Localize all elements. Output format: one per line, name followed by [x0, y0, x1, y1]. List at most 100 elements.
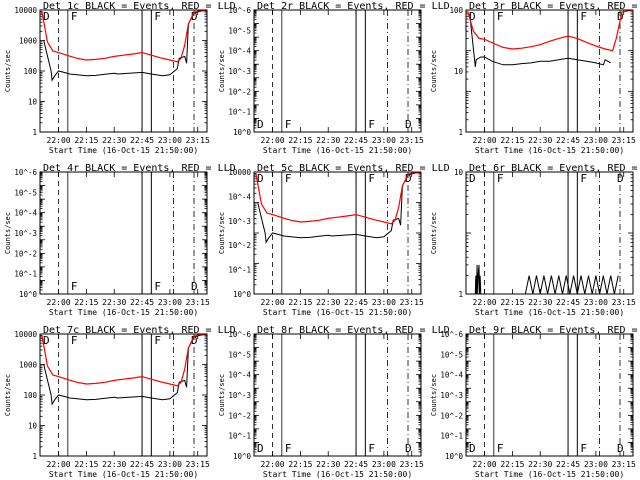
y-tick-label: 1000 — [19, 37, 38, 46]
y-tick-label: 10^0 — [233, 452, 252, 461]
y-tick-label: 10^-1 — [14, 270, 37, 279]
plot-frame — [39, 333, 208, 457]
marker-label-d: D — [257, 442, 264, 455]
panel-title: Det 6r BLACK = Events, RED = LLD — [469, 163, 640, 174]
marker-label-f: F — [285, 172, 292, 185]
marker-label-d: D — [405, 118, 412, 131]
y-tick-label: 1 — [32, 452, 37, 461]
marker-label-f: F — [580, 172, 587, 185]
events-series-line — [43, 10, 207, 82]
lld-series-line — [467, 10, 633, 52]
y-tick-label: 10^-3 — [228, 217, 251, 226]
x-tick-label: 23:00 — [584, 460, 608, 469]
marker-label-d: D — [191, 280, 198, 293]
x-tick-label: 22:45 — [344, 136, 368, 145]
y-axis-label: Counts/sec — [4, 374, 12, 416]
y-tick-label: 10^0 — [233, 128, 252, 137]
marker-label-f: F — [154, 10, 161, 23]
plot-frame — [39, 9, 208, 133]
x-tick-label: 22:45 — [130, 460, 154, 469]
panel-title: Det 1c BLACK = Events, RED = LLD — [43, 1, 236, 12]
x-tick-label: 22:30 — [528, 460, 552, 469]
x-tick-label: 23:00 — [584, 136, 608, 145]
x-tick-label: 23:00 — [372, 460, 396, 469]
x-tick-label: 22:30 — [528, 136, 552, 145]
y-tick-label: 10^-4 — [228, 47, 251, 56]
lld-series-line — [255, 172, 421, 225]
panel-title: Det 2r BLACK = Events, RED = LLD — [257, 1, 450, 12]
x-tick-label: 22:45 — [556, 298, 580, 307]
plot-frame — [465, 333, 634, 457]
plot-frame — [465, 9, 634, 133]
x-tick-label: 23:15 — [186, 460, 210, 469]
y-tick-label: 10 — [454, 168, 464, 177]
y-tick-label: 10^-6 — [228, 6, 251, 15]
marker-label-f: F — [285, 118, 292, 131]
x-tick-label: 22:45 — [344, 298, 368, 307]
lld-series-line — [41, 10, 207, 63]
x-tick-label: 23:15 — [400, 460, 424, 469]
marker-label-d: D — [257, 172, 264, 185]
x-tick-label: 22:30 — [102, 298, 126, 307]
y-tick-label: 10^-5 — [14, 188, 37, 197]
panel-title: Det 5c BLACK = Events, RED = LLD — [257, 163, 450, 174]
x-tick-label: 23:15 — [186, 136, 210, 145]
y-tick-label: 10 — [454, 67, 464, 76]
y-axis-label: Counts/sec — [430, 374, 438, 416]
y-tick-label: 10 — [28, 98, 38, 107]
events-series-line — [469, 13, 611, 67]
x-tick-label: 22:45 — [130, 136, 154, 145]
y-tick-label: 1 — [32, 128, 37, 137]
y-tick-label: 10^-5 — [228, 26, 251, 35]
marker-label-d: D — [257, 118, 264, 131]
events-series-line — [474, 264, 619, 294]
x-tick-label: 22:30 — [102, 460, 126, 469]
x-tick-label: 22:15 — [74, 298, 98, 307]
panel-title: Det 9r BLACK = Events, RED = LLD — [469, 325, 640, 336]
x-tick-label: 22:00 — [47, 460, 71, 469]
x-axis-label: Start Time (16-Oct-15 21:50:00) — [475, 146, 624, 155]
marker-label-f: F — [71, 10, 78, 23]
plot-frame — [465, 171, 634, 295]
y-tick-label: 10^-5 — [228, 350, 251, 359]
events-series-line — [257, 172, 421, 244]
x-tick-label: 22:00 — [47, 298, 71, 307]
marker-label-f: F — [497, 10, 504, 23]
marker-label-d: D — [469, 172, 476, 185]
x-tick-label: 22:15 — [500, 460, 524, 469]
marker-label-f: F — [580, 442, 587, 455]
y-tick-label: 10^0 — [445, 452, 464, 461]
panel-det-2: Det 2r BLACK = Events, RED = LLD Counts/s… — [218, 1, 450, 155]
panel-det-5: Det 5c BLACK = Events, RED = LLD Counts/s… — [218, 163, 450, 317]
x-axis-label: Start Time (16-Oct-15 21:50:00) — [49, 470, 198, 479]
marker-label-f: F — [368, 118, 375, 131]
x-tick-label: 22:30 — [316, 136, 340, 145]
marker-label-d: D — [405, 442, 412, 455]
y-axis-label: Counts/sec — [218, 374, 226, 416]
x-axis-label: Start Time (16-Oct-15 21:50:00) — [475, 308, 624, 317]
x-tick-label: 22:00 — [261, 298, 285, 307]
x-tick-label: 22:15 — [288, 460, 312, 469]
marker-label-f: F — [285, 442, 292, 455]
marker-label-f: F — [497, 442, 504, 455]
y-tick-label: 10000 — [14, 6, 37, 15]
x-tick-label: 23:00 — [584, 298, 608, 307]
y-tick-label: 100 — [449, 6, 463, 15]
x-tick-label: 22:15 — [74, 136, 98, 145]
x-tick-label: 22:45 — [344, 460, 368, 469]
x-tick-label: 23:00 — [372, 136, 396, 145]
x-tick-label: 22:15 — [74, 460, 98, 469]
marker-label-d: D — [617, 442, 624, 455]
panel-det-1: Det 1c BLACK = Events, RED = LLD Counts/s… — [4, 1, 236, 155]
y-tick-label: 10^-4 — [228, 371, 251, 380]
y-tick-label: 10^-6 — [228, 330, 251, 339]
y-tick-label: 10^-2 — [228, 241, 251, 250]
marker-label-f: F — [71, 334, 78, 347]
y-tick-label: 10^-6 — [14, 168, 37, 177]
x-tick-label: 22:30 — [102, 136, 126, 145]
marker-label-f: F — [154, 334, 161, 347]
x-tick-label: 22:00 — [473, 460, 497, 469]
y-tick-label: 100 — [23, 67, 37, 76]
y-tick-label: 10^-1 — [228, 432, 251, 441]
x-tick-label: 23:15 — [400, 136, 424, 145]
